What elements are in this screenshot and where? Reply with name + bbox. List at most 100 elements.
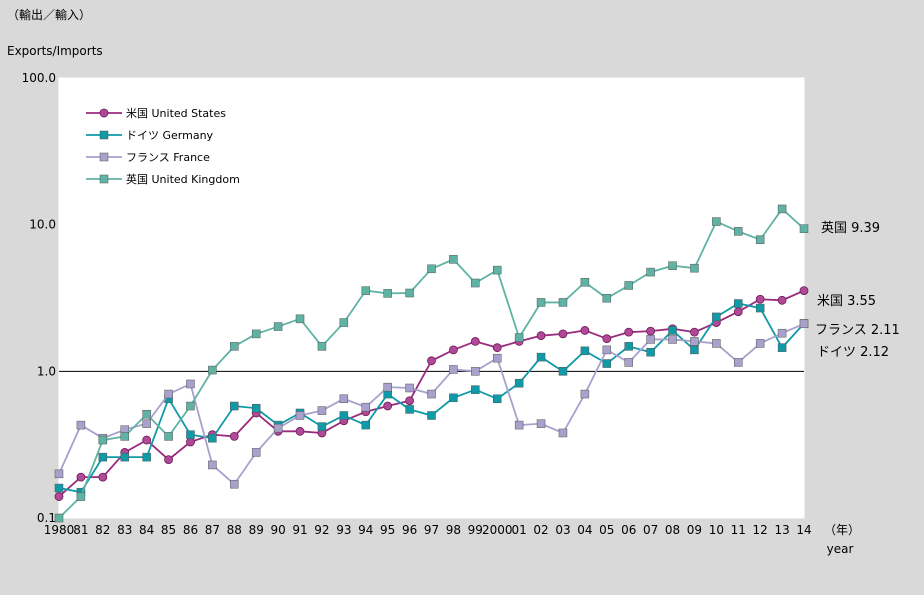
data-point — [186, 379, 195, 389]
y-tick-label: 10.0 — [29, 218, 56, 232]
data-point — [54, 469, 64, 479]
data-point — [317, 342, 327, 351]
x-tick-label: 82 — [95, 523, 110, 537]
data-point — [427, 356, 436, 366]
data-point — [580, 389, 590, 399]
data-point — [602, 293, 612, 303]
data-point — [186, 401, 195, 411]
data-point — [142, 409, 151, 419]
data-point — [98, 472, 108, 482]
data-point — [317, 422, 327, 431]
data-point — [186, 437, 195, 447]
x-tick-label: 95 — [380, 523, 395, 537]
data-point — [273, 423, 283, 433]
data-point — [734, 299, 743, 308]
data-point — [339, 394, 349, 404]
data-point — [755, 294, 765, 304]
x-tick-label: 93 — [336, 523, 351, 537]
data-point — [98, 452, 108, 462]
data-point — [492, 394, 502, 404]
data-point — [514, 378, 524, 388]
legend-marker — [99, 130, 109, 140]
data-point — [734, 358, 743, 367]
data-point — [514, 333, 524, 342]
data-point — [558, 428, 568, 438]
data-point — [536, 352, 546, 362]
data-point — [405, 396, 414, 406]
data-point — [668, 326, 677, 335]
data-point — [427, 411, 436, 420]
legend-entry: フランス France — [126, 151, 210, 164]
series-end-label: フランス 2.11 — [815, 323, 900, 338]
data-point — [449, 393, 458, 403]
data-point — [361, 420, 371, 430]
data-point — [208, 460, 217, 470]
data-point — [142, 419, 151, 428]
data-point — [755, 303, 765, 313]
data-point — [405, 288, 414, 298]
data-point — [54, 492, 64, 501]
data-point — [712, 217, 721, 226]
data-point — [558, 367, 568, 376]
data-point — [230, 401, 239, 411]
legend-entry: 英国 United Kingdom — [126, 172, 240, 186]
data-point — [690, 263, 699, 273]
data-point — [646, 267, 655, 277]
unit-label-ja: （輸出／輸入） — [7, 8, 92, 22]
data-point — [471, 367, 480, 376]
data-point — [317, 406, 327, 415]
data-point — [142, 435, 152, 445]
data-point — [668, 335, 677, 344]
data-point — [646, 326, 656, 336]
data-point — [624, 358, 633, 367]
data-point — [208, 433, 217, 443]
x-tick-label: 97 — [424, 523, 439, 537]
data-point — [76, 420, 86, 430]
x-tick-label: 83 — [117, 523, 132, 537]
legend-entry: 米国 United States — [126, 107, 226, 120]
data-point — [536, 331, 546, 341]
data-point — [251, 404, 261, 413]
data-point — [777, 343, 787, 352]
data-point — [251, 448, 261, 457]
data-point — [361, 402, 371, 412]
data-point — [646, 347, 655, 357]
legend-entry: ドイツ Germany — [126, 129, 214, 142]
x-tick-label: 14 — [796, 523, 811, 537]
data-point — [471, 385, 480, 394]
x-tick-label: 01 — [512, 523, 527, 537]
data-point — [602, 345, 612, 355]
data-point — [712, 339, 721, 348]
data-point — [777, 328, 787, 338]
series-end-label: 米国 3.55 — [817, 294, 876, 309]
x-axis-label-ja: （年） — [824, 523, 860, 537]
data-point — [558, 329, 568, 339]
data-point — [76, 472, 86, 482]
x-tick-label: 09 — [687, 523, 702, 537]
data-point — [230, 342, 239, 351]
plot-area — [58, 77, 805, 519]
data-point — [164, 455, 173, 465]
data-point — [777, 204, 787, 214]
x-tick-label: 2000 — [482, 523, 513, 537]
data-point — [339, 411, 349, 420]
x-tick-label: 10 — [709, 523, 724, 537]
x-tick-label: 04 — [577, 523, 592, 537]
unit-label-en: Exports/Imports — [7, 44, 103, 58]
data-point — [405, 383, 414, 393]
data-point — [383, 401, 393, 411]
data-point — [471, 278, 480, 288]
data-point — [120, 432, 129, 441]
data-point — [624, 281, 633, 290]
data-point — [558, 298, 568, 307]
data-point — [383, 382, 392, 392]
data-point — [295, 411, 305, 420]
data-point — [273, 322, 283, 331]
x-tick-label: 86 — [183, 523, 198, 537]
data-point — [580, 326, 590, 335]
x-tick-label: 08 — [665, 523, 680, 537]
x-tick-label: 87 — [205, 523, 220, 537]
data-point — [251, 329, 261, 339]
